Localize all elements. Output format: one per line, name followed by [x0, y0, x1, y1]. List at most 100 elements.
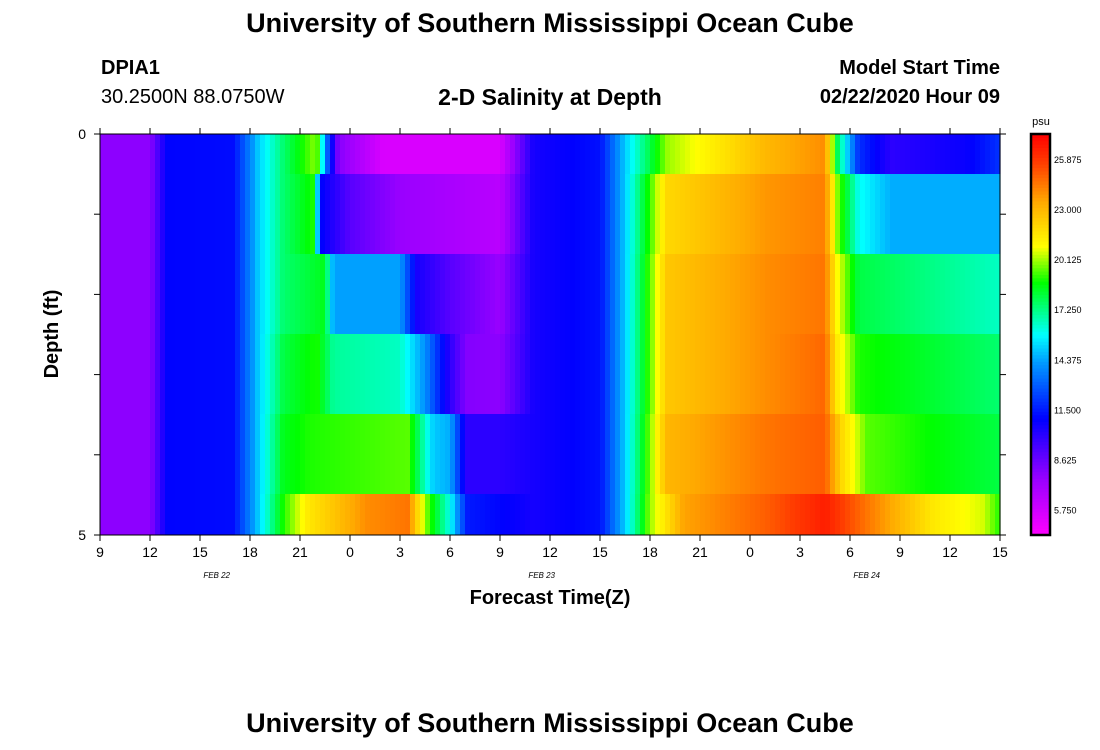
heat-cell [100, 254, 106, 334]
x-tick-label: 21 [292, 544, 308, 560]
heat-cell [350, 174, 356, 254]
heat-cell [785, 254, 791, 334]
heat-cell [505, 414, 511, 494]
heat-cell [830, 254, 836, 334]
colorbar-band [1031, 408, 1050, 412]
heat-cell [350, 414, 356, 494]
heat-cell [575, 134, 581, 174]
heat-cell [420, 334, 426, 414]
heat-cell [980, 414, 986, 494]
heat-cell [605, 174, 611, 254]
heat-cell [465, 334, 471, 414]
heat-cell [950, 414, 956, 494]
heat-cell [290, 494, 296, 535]
heat-cell [480, 414, 486, 494]
colorbar-band [1031, 521, 1050, 526]
heat-cell [205, 414, 211, 494]
heat-cell [335, 414, 341, 494]
heat-cell [990, 414, 996, 494]
heat-cell [510, 414, 516, 494]
heat-cell [745, 494, 751, 535]
heat-cell [850, 254, 856, 334]
heat-cell [980, 134, 986, 174]
heat-cell [750, 494, 756, 535]
heat-cell [555, 174, 561, 254]
heat-cell [465, 254, 471, 334]
heat-cell [200, 414, 206, 494]
heat-cell [890, 134, 896, 174]
heat-cell [265, 494, 271, 535]
heat-cell [325, 254, 331, 334]
heat-cell [805, 334, 811, 414]
heat-cell [480, 134, 486, 174]
heat-cell [590, 254, 596, 334]
heat-cell [265, 414, 271, 494]
heat-cell [430, 254, 436, 334]
heat-cell [970, 174, 976, 254]
heat-cell [615, 174, 621, 254]
heat-cell [325, 334, 331, 414]
heat-cell [535, 174, 541, 254]
heat-cell [610, 334, 616, 414]
heat-cell [635, 134, 641, 174]
heat-cell [715, 494, 721, 535]
heat-cell [540, 334, 546, 414]
heat-cell [195, 334, 201, 414]
heat-cell [820, 414, 826, 494]
x-tick-label: 0 [746, 544, 754, 560]
heat-cell [965, 174, 971, 254]
x-tick-label: 15 [192, 544, 208, 560]
heat-cell [135, 174, 141, 254]
heat-cell [715, 414, 721, 494]
heat-cell [545, 334, 551, 414]
heat-cell [200, 254, 206, 334]
heat-cell [275, 174, 281, 254]
heat-cell [995, 494, 1001, 535]
heat-cell [395, 334, 401, 414]
heat-cell [355, 254, 361, 334]
heat-cell [525, 254, 531, 334]
x-tick-label: 9 [496, 544, 504, 560]
heat-cell [190, 134, 196, 174]
colorbar-band [1031, 524, 1050, 529]
heat-cell [130, 334, 136, 414]
heat-cell [335, 494, 341, 535]
heat-cell [405, 134, 411, 174]
heat-cell [725, 334, 731, 414]
heat-cell [340, 254, 346, 334]
heat-cell [440, 414, 446, 494]
heat-cell [125, 414, 131, 494]
heat-cell [305, 494, 311, 535]
heat-cell [640, 134, 646, 174]
heat-cell [305, 334, 311, 414]
colorbar-band [1031, 397, 1050, 402]
heat-cell [755, 334, 761, 414]
heat-cell [700, 334, 706, 414]
heat-cell [760, 134, 766, 174]
heat-cell [460, 174, 466, 254]
heat-cell [865, 174, 871, 254]
heat-cell [935, 254, 941, 334]
heat-cell [565, 494, 571, 535]
heat-cell [240, 174, 246, 254]
heat-cell [170, 174, 176, 254]
heat-cell [685, 174, 691, 254]
heat-cell [130, 414, 136, 494]
heat-cell [870, 414, 876, 494]
heat-cell [415, 134, 421, 174]
x-tick-label: 21 [692, 544, 708, 560]
heat-cell [185, 334, 191, 414]
colorbar-band [1031, 307, 1050, 312]
heat-cell [320, 334, 326, 414]
heat-cell [375, 494, 381, 535]
colorbar-tick-label: 20.125 [1054, 255, 1082, 265]
heat-cell [600, 254, 606, 334]
heat-cell [435, 174, 441, 254]
heat-cell [565, 174, 571, 254]
heat-cell [320, 254, 326, 334]
colorbar-band [1031, 321, 1050, 326]
heat-cell [130, 254, 136, 334]
heat-cell [935, 174, 941, 254]
colorbar-band [1031, 297, 1050, 302]
heat-cell [810, 134, 816, 174]
